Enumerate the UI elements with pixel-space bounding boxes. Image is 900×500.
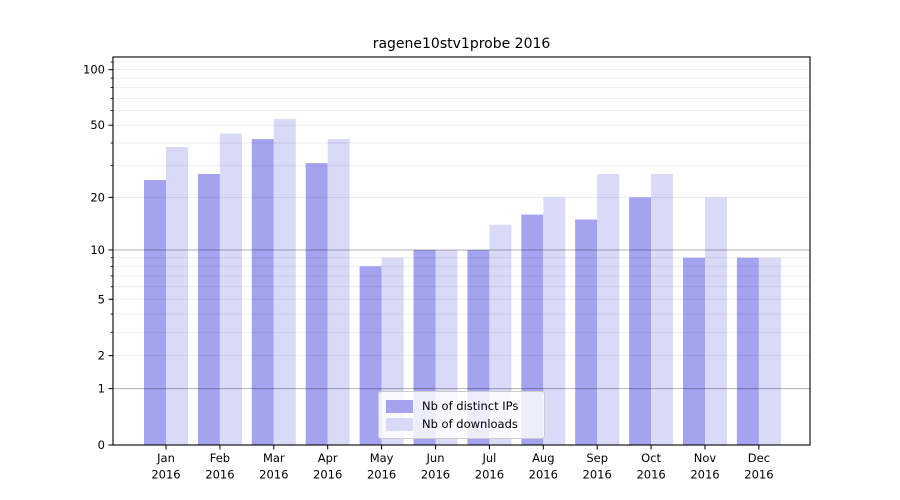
x-tick-label-jun: Jun (426, 451, 445, 465)
x-tick-label-jul: Jul (481, 451, 496, 465)
x-tick-year-label-oct: 2016 (636, 468, 665, 482)
bar-jan-downloads (166, 147, 188, 446)
x-tick-year-label-apr: 2016 (313, 468, 342, 482)
y-tick-label-5: 5 (98, 292, 105, 306)
bar-dec-distinct-ips (736, 257, 759, 445)
bar-aug-distinct-ips (521, 214, 544, 445)
x-tick-year-label-feb: 2016 (205, 468, 234, 482)
bar-feb-distinct-ips (197, 173, 220, 446)
chart-title: ragene10stv1probe 2016 (372, 36, 551, 52)
x-tick-year-label-aug: 2016 (529, 468, 558, 482)
x-tick-year-label-jun: 2016 (421, 468, 450, 482)
bar-oct-distinct-ips (629, 197, 652, 445)
x-tick-label-feb: Feb (210, 451, 230, 465)
y-tick-label-2: 2 (98, 349, 105, 363)
y-tick-label-0: 0 (98, 438, 105, 452)
bar-jul-downloads (489, 224, 512, 445)
bar-apr-downloads (327, 139, 350, 445)
bar-feb-downloads (219, 133, 242, 445)
bar-may-distinct-ips (359, 266, 382, 445)
bar-oct-downloads (651, 173, 674, 446)
x-tick-year-label-sep: 2016 (583, 468, 612, 482)
x-tick-year-label-jul: 2016 (475, 468, 504, 482)
x-tick-label-aug: Aug (532, 451, 554, 465)
x-tick-label-dec: Dec (748, 451, 770, 465)
x-tick-label-nov: Nov (694, 451, 717, 465)
bar-sep-distinct-ips (575, 219, 598, 445)
bar-aug-downloads (543, 197, 566, 445)
x-tick-year-label-dec: 2016 (744, 468, 773, 482)
x-tick-label-apr: Apr (318, 451, 338, 465)
legend-label-distinct-ips: Nb of distinct IPs (422, 399, 519, 413)
x-tick-label-may: May (370, 451, 394, 465)
bar-nov-distinct-ips (683, 257, 705, 445)
x-tick-label-jan: Jan (156, 451, 175, 465)
x-tick-year-label-may: 2016 (367, 468, 396, 482)
x-tick-label-sep: Sep (586, 451, 608, 465)
y-tick-label-50: 50 (90, 118, 105, 132)
y-tick-label-10: 10 (90, 243, 105, 257)
y-tick-label-20: 20 (90, 190, 105, 204)
x-tick-year-label-nov: 2016 (690, 468, 719, 482)
legend-swatch-downloads (386, 417, 413, 431)
x-tick-label-oct: Oct (641, 451, 661, 465)
bar-apr-distinct-ips (305, 163, 328, 445)
y-tick-label-1: 1 (98, 382, 105, 396)
bar-mar-downloads (273, 119, 296, 445)
x-tick-label-mar: Mar (263, 451, 285, 465)
bar-jan-distinct-ips (144, 180, 166, 445)
legend-item-distinct-ips: Nb of distinct IPs (386, 399, 538, 413)
bar-nov-downloads (705, 197, 727, 445)
legend-item-downloads: Nb of downloads (386, 417, 538, 431)
x-tick-year-label-jan: 2016 (151, 468, 180, 482)
axes-spines (112, 56, 811, 446)
y-tick-label-100: 100 (83, 63, 105, 77)
bar-sep-downloads (597, 173, 620, 446)
chart-legend: Nb of distinct IPs Nb of downloads (378, 391, 545, 439)
x-tick-year-label-mar: 2016 (259, 468, 288, 482)
bar-dec-downloads (758, 257, 781, 445)
bar-mar-distinct-ips (251, 139, 274, 445)
legend-swatch-distinct-ips (386, 399, 413, 413)
legend-label-downloads: Nb of downloads (422, 417, 518, 431)
